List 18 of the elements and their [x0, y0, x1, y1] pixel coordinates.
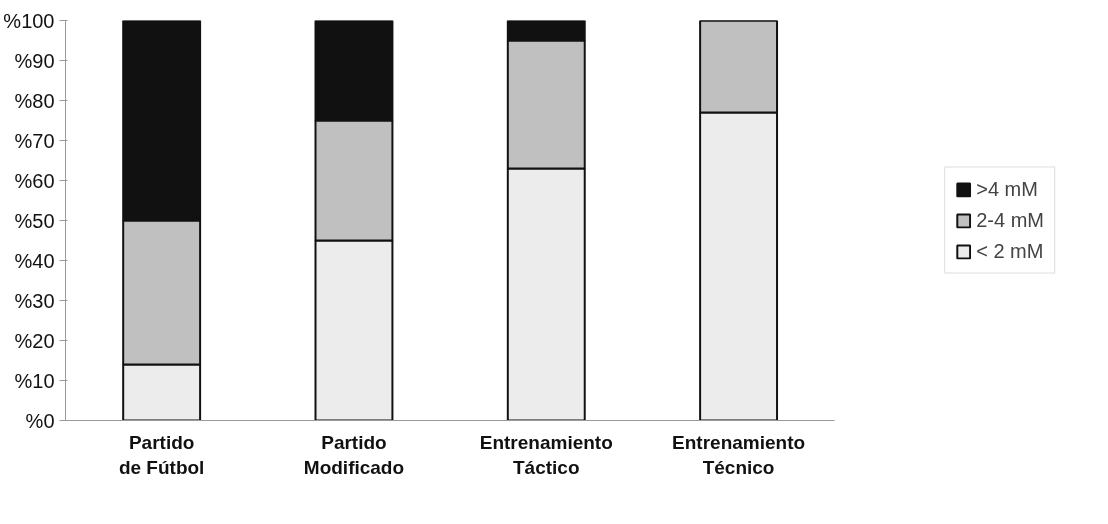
legend-label: < 2 mM — [976, 239, 1044, 263]
legend-label: >4 mM — [976, 177, 1038, 201]
y-tick-label: %60 — [14, 169, 55, 192]
x-tick-label: Entrenamiento Técnico — [672, 431, 806, 478]
legend-label: 2-4 mM — [976, 208, 1044, 232]
y-tick-label: %50 — [14, 209, 55, 232]
y-tick-label: %20 — [14, 329, 55, 352]
y-tick-label: %30 — [14, 289, 55, 312]
y-tick-label: %100 — [3, 9, 55, 32]
y-tick-label: %40 — [14, 249, 55, 272]
y-tick-label: %90 — [14, 49, 55, 72]
y-tick-label: %10 — [14, 369, 55, 392]
y-tick-label: %80 — [14, 89, 55, 112]
y-tick-label: %0 — [25, 409, 55, 432]
x-tick-label: Partido de Fútbol — [118, 431, 205, 478]
x-tick-label: Entrenamiento Táctico — [479, 431, 613, 478]
x-tick-label: Partido Modificado — [303, 431, 405, 478]
y-tick-label: %70 — [14, 129, 55, 152]
